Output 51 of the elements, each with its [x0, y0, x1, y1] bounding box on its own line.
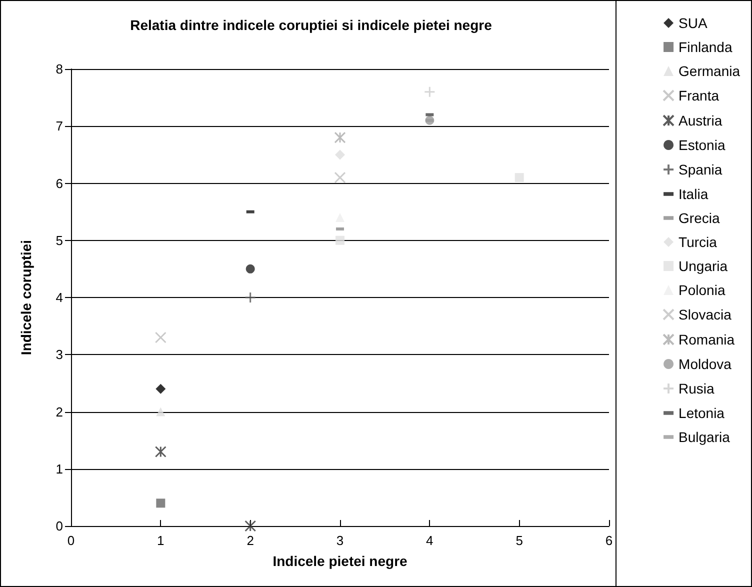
legend-label: Bulgaria	[678, 429, 730, 445]
legend-label: Franta	[678, 88, 720, 104]
legend-label: Estonia	[678, 137, 726, 153]
y-tick-label: 3	[56, 347, 63, 362]
chart-title: Relatia dintre indicele coruptiei si indicele pietei negre	[130, 17, 492, 33]
x-tick-label: 4	[426, 533, 434, 548]
legend-label: Moldova	[678, 356, 732, 372]
legend-label: Finlanda	[678, 39, 732, 55]
legend-label: Romania	[678, 332, 735, 348]
point	[154, 446, 166, 458]
y-axis-title: Indicele coruptiei	[18, 240, 34, 356]
legend-label: SUA	[678, 15, 708, 31]
point	[156, 407, 166, 416]
x-tick-label: 0	[67, 533, 75, 548]
legend-label: Austria	[678, 112, 722, 128]
point	[334, 132, 346, 144]
x-tick-label: 6	[605, 533, 613, 548]
legend-label: Polonia	[678, 282, 726, 298]
point	[335, 150, 345, 160]
legend-label: Turcia	[678, 234, 718, 250]
y-tick-label: 4	[56, 290, 63, 305]
y-tick-label: 7	[56, 118, 63, 134]
point	[424, 86, 436, 98]
point	[244, 520, 256, 532]
point	[246, 264, 255, 274]
point	[156, 498, 166, 508]
point	[334, 172, 346, 184]
point	[156, 384, 166, 394]
legend-label: Slovacia	[678, 306, 732, 322]
y-tick-label: 1	[56, 461, 63, 476]
legend-label: Spania	[678, 162, 722, 178]
point	[336, 236, 344, 245]
x-axis-title: Indicele pietei negre	[272, 553, 408, 569]
legend-label: Ungaria	[678, 258, 728, 274]
point	[244, 292, 256, 304]
y-tick-label: 0	[56, 518, 63, 534]
x-tick-label: 2	[246, 533, 254, 548]
legend-label: Rusia	[678, 380, 715, 396]
x-tick-label: 3	[336, 533, 344, 548]
y-tick-label: 8	[56, 62, 63, 76]
legend-label: Italia	[678, 186, 708, 202]
y-tick-label: 6	[56, 176, 63, 191]
legend-label: Letonia	[678, 405, 725, 421]
point	[514, 173, 524, 182]
x-tick-label: 5	[516, 533, 523, 548]
legend-label: Grecia	[678, 210, 720, 226]
x-tick-label: 1	[157, 533, 164, 548]
point	[154, 332, 166, 344]
legend-label: Germania	[678, 63, 740, 79]
y-tick-label: 5	[56, 232, 63, 248]
y-tick-label: 2	[56, 404, 63, 420]
